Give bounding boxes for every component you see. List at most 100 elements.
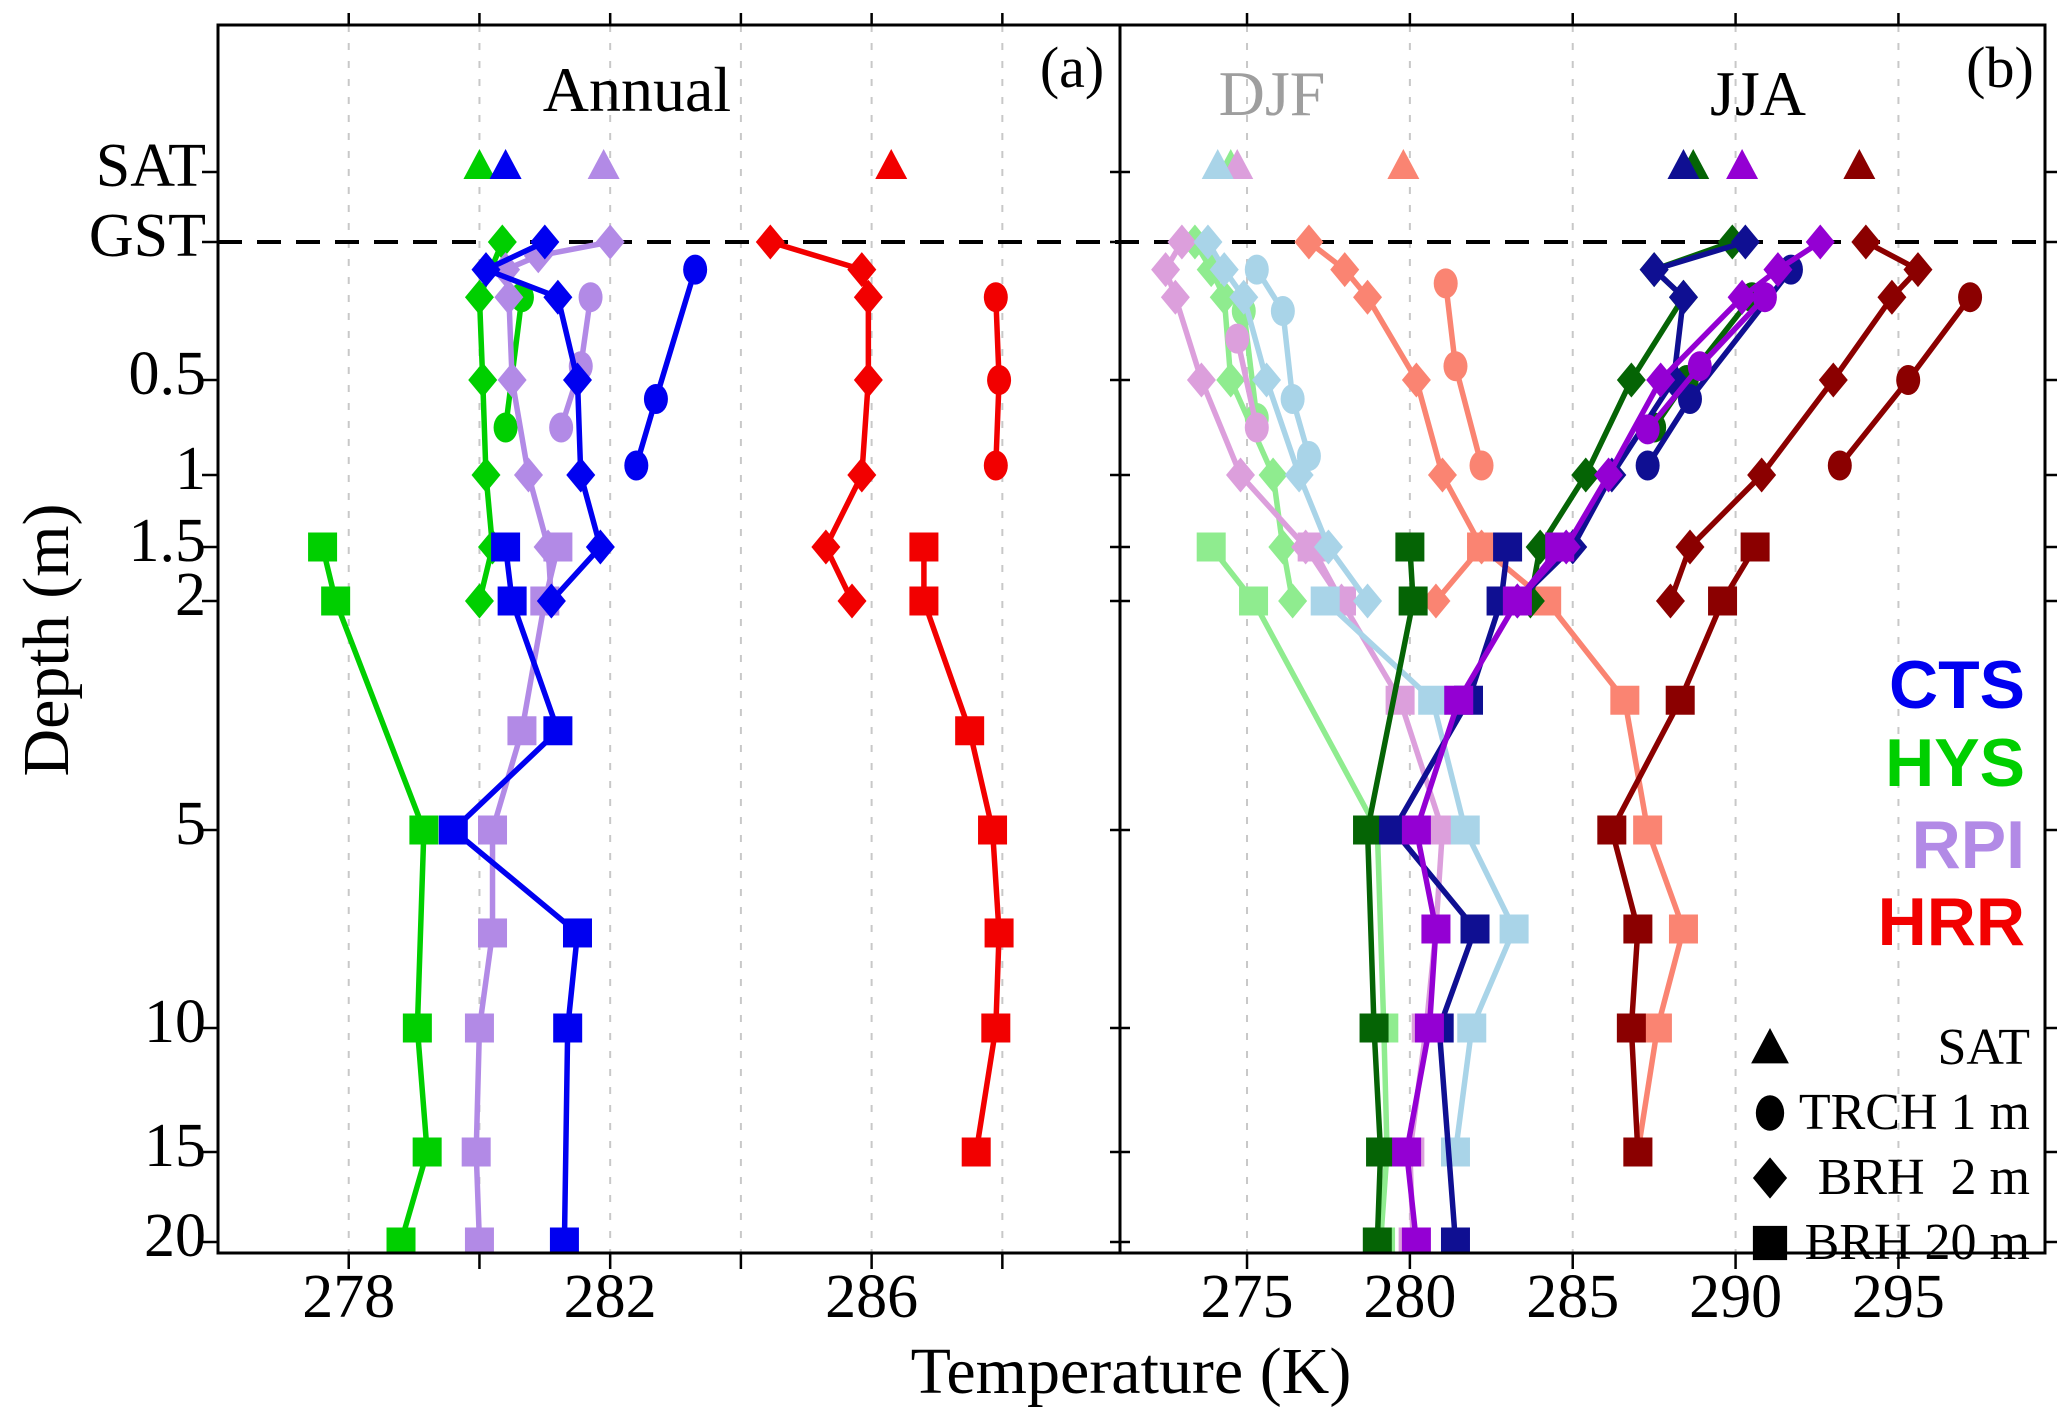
series-CTS-Annual-TRCH1m: [624, 254, 708, 481]
panel-b-title-djf: DJF: [1218, 58, 1326, 129]
data-point-diamond: [1330, 252, 1360, 288]
data-point-square: [1460, 914, 1490, 944]
data-point-diamond: [1763, 252, 1793, 288]
data-point-diamond: [562, 362, 592, 398]
data-point-square: [1401, 815, 1431, 845]
data-point-square: [464, 1013, 494, 1043]
data-point-square: [1418, 685, 1448, 715]
series-line: [1254, 268, 1312, 457]
data-point-diamond: [513, 457, 543, 493]
series-HRR-JJA-SAT: [1843, 149, 1876, 179]
data-point-diamond: [1313, 529, 1343, 565]
data-point-diamond: [1209, 279, 1239, 315]
data-point-diamond: [530, 224, 560, 260]
data-point-diamond: [543, 279, 573, 315]
data-point-square: [1362, 1227, 1392, 1253]
data-point-diamond: [1655, 583, 1685, 619]
data-point-triangle: [587, 149, 620, 179]
data-point-diamond: [1616, 362, 1646, 398]
data-point-circle: [493, 412, 518, 443]
panel-a-title: Annual: [542, 54, 732, 125]
data-point-square: [1633, 815, 1663, 845]
series-HRR-Annual-BRH20m: [909, 532, 1014, 1167]
y-axis-label: Depth (m): [10, 503, 83, 777]
data-point-circle: [1958, 282, 1983, 313]
data-point-diamond: [837, 583, 867, 619]
legend-marker-trch-label: TRCH 1 m: [1798, 1084, 2030, 1141]
series-HYS-JJA-BRH20m: [1353, 532, 1428, 1253]
legend-marker-brh2-label: BRH 2 m: [1817, 1149, 2030, 1206]
data-point-diamond: [1594, 457, 1624, 493]
panel-b-series: [1151, 149, 1983, 1253]
x-tick-label: 290: [1689, 1263, 1782, 1331]
data-point-diamond: [533, 529, 563, 565]
data-point-diamond: [847, 457, 877, 493]
series-HRR-JJA-TRCH1m: [1827, 282, 1983, 481]
data-point-diamond: [1278, 583, 1308, 619]
data-point-circle: [1755, 1095, 1785, 1131]
x-tick-label: 282: [564, 1263, 657, 1331]
data-point-diamond: [1294, 224, 1324, 260]
data-point-circle: [1677, 384, 1702, 414]
series-HRR-JJA-BRH20m: [1597, 532, 1770, 1167]
data-point-diamond: [566, 457, 596, 493]
data-point-square: [1310, 586, 1340, 616]
data-point-diamond: [585, 529, 615, 565]
series-HRR-DJF-SAT: [1387, 149, 1420, 179]
data-point-circle: [1433, 268, 1458, 299]
series-HYS-Annual-SAT: [463, 149, 496, 179]
data-point-circle: [983, 282, 1008, 313]
data-point-circle: [1635, 450, 1660, 481]
data-point-diamond: [1151, 252, 1181, 288]
data-point-diamond: [1268, 529, 1298, 565]
data-point-diamond: [1258, 457, 1288, 493]
data-point-diamond: [494, 279, 524, 315]
data-point-circle: [1443, 351, 1468, 382]
data-point-square: [553, 1013, 583, 1043]
legend-site-hys: HYS: [1885, 725, 2025, 801]
series-CTS-DJF-TRCH1m: [1244, 254, 1321, 471]
data-point-square: [1740, 532, 1770, 562]
data-point-square: [321, 586, 351, 616]
data-point-triangle: [1726, 149, 1759, 179]
series-HRR-JJA-BRH2m: [1655, 224, 1933, 619]
data-point-diamond: [1903, 252, 1933, 288]
series-HRR-Annual-BRH2m: [755, 224, 883, 619]
data-point-diamond: [536, 583, 566, 619]
data-point-square: [1623, 1137, 1653, 1167]
data-point-diamond: [1675, 529, 1705, 565]
data-point-diamond: [464, 583, 494, 619]
series-line: [1323, 598, 1517, 1153]
series-HRR-DJF-TRCH1m: [1433, 268, 1494, 481]
data-point-diamond: [1160, 279, 1190, 315]
data-point-square: [1401, 1227, 1431, 1253]
data-point-diamond: [1401, 362, 1431, 398]
data-point-square: [308, 532, 338, 562]
data-point-triangle: [463, 149, 496, 179]
series-HRR-Annual-TRCH1m: [983, 282, 1012, 481]
series-HRR-DJF-BRH2m: [1294, 224, 1497, 619]
data-point-square: [1457, 1013, 1487, 1043]
data-point-square: [1450, 815, 1480, 845]
data-point-square: [478, 815, 508, 845]
data-point-diamond: [1668, 279, 1698, 315]
series-RPI-Annual-TRCH1m: [549, 282, 603, 443]
data-point-diamond: [811, 529, 841, 565]
data-point-diamond: [847, 252, 877, 288]
data-point-square: [1665, 685, 1695, 715]
data-point-square: [507, 716, 537, 746]
x-axis-label: Temperature (K): [910, 1335, 1352, 1408]
panel-b-title-jja: JJA: [1709, 58, 1807, 129]
series-RPI-JJA-BRH20m: [1392, 532, 1575, 1253]
data-point-triangle: [489, 149, 522, 179]
series-HYS-Annual-BRH2m: [464, 224, 517, 619]
data-point-triangle: [1843, 149, 1876, 179]
x-tick-label: 280: [1363, 1263, 1456, 1331]
data-point-circle: [578, 282, 603, 313]
data-point-triangle: [1201, 149, 1234, 179]
data-point-square: [984, 918, 1014, 948]
legend-marker-brh20-label: BRH 20 m: [1804, 1214, 2030, 1271]
series-RPI-JJA-SAT: [1726, 149, 1759, 179]
data-point-circle: [549, 412, 574, 443]
